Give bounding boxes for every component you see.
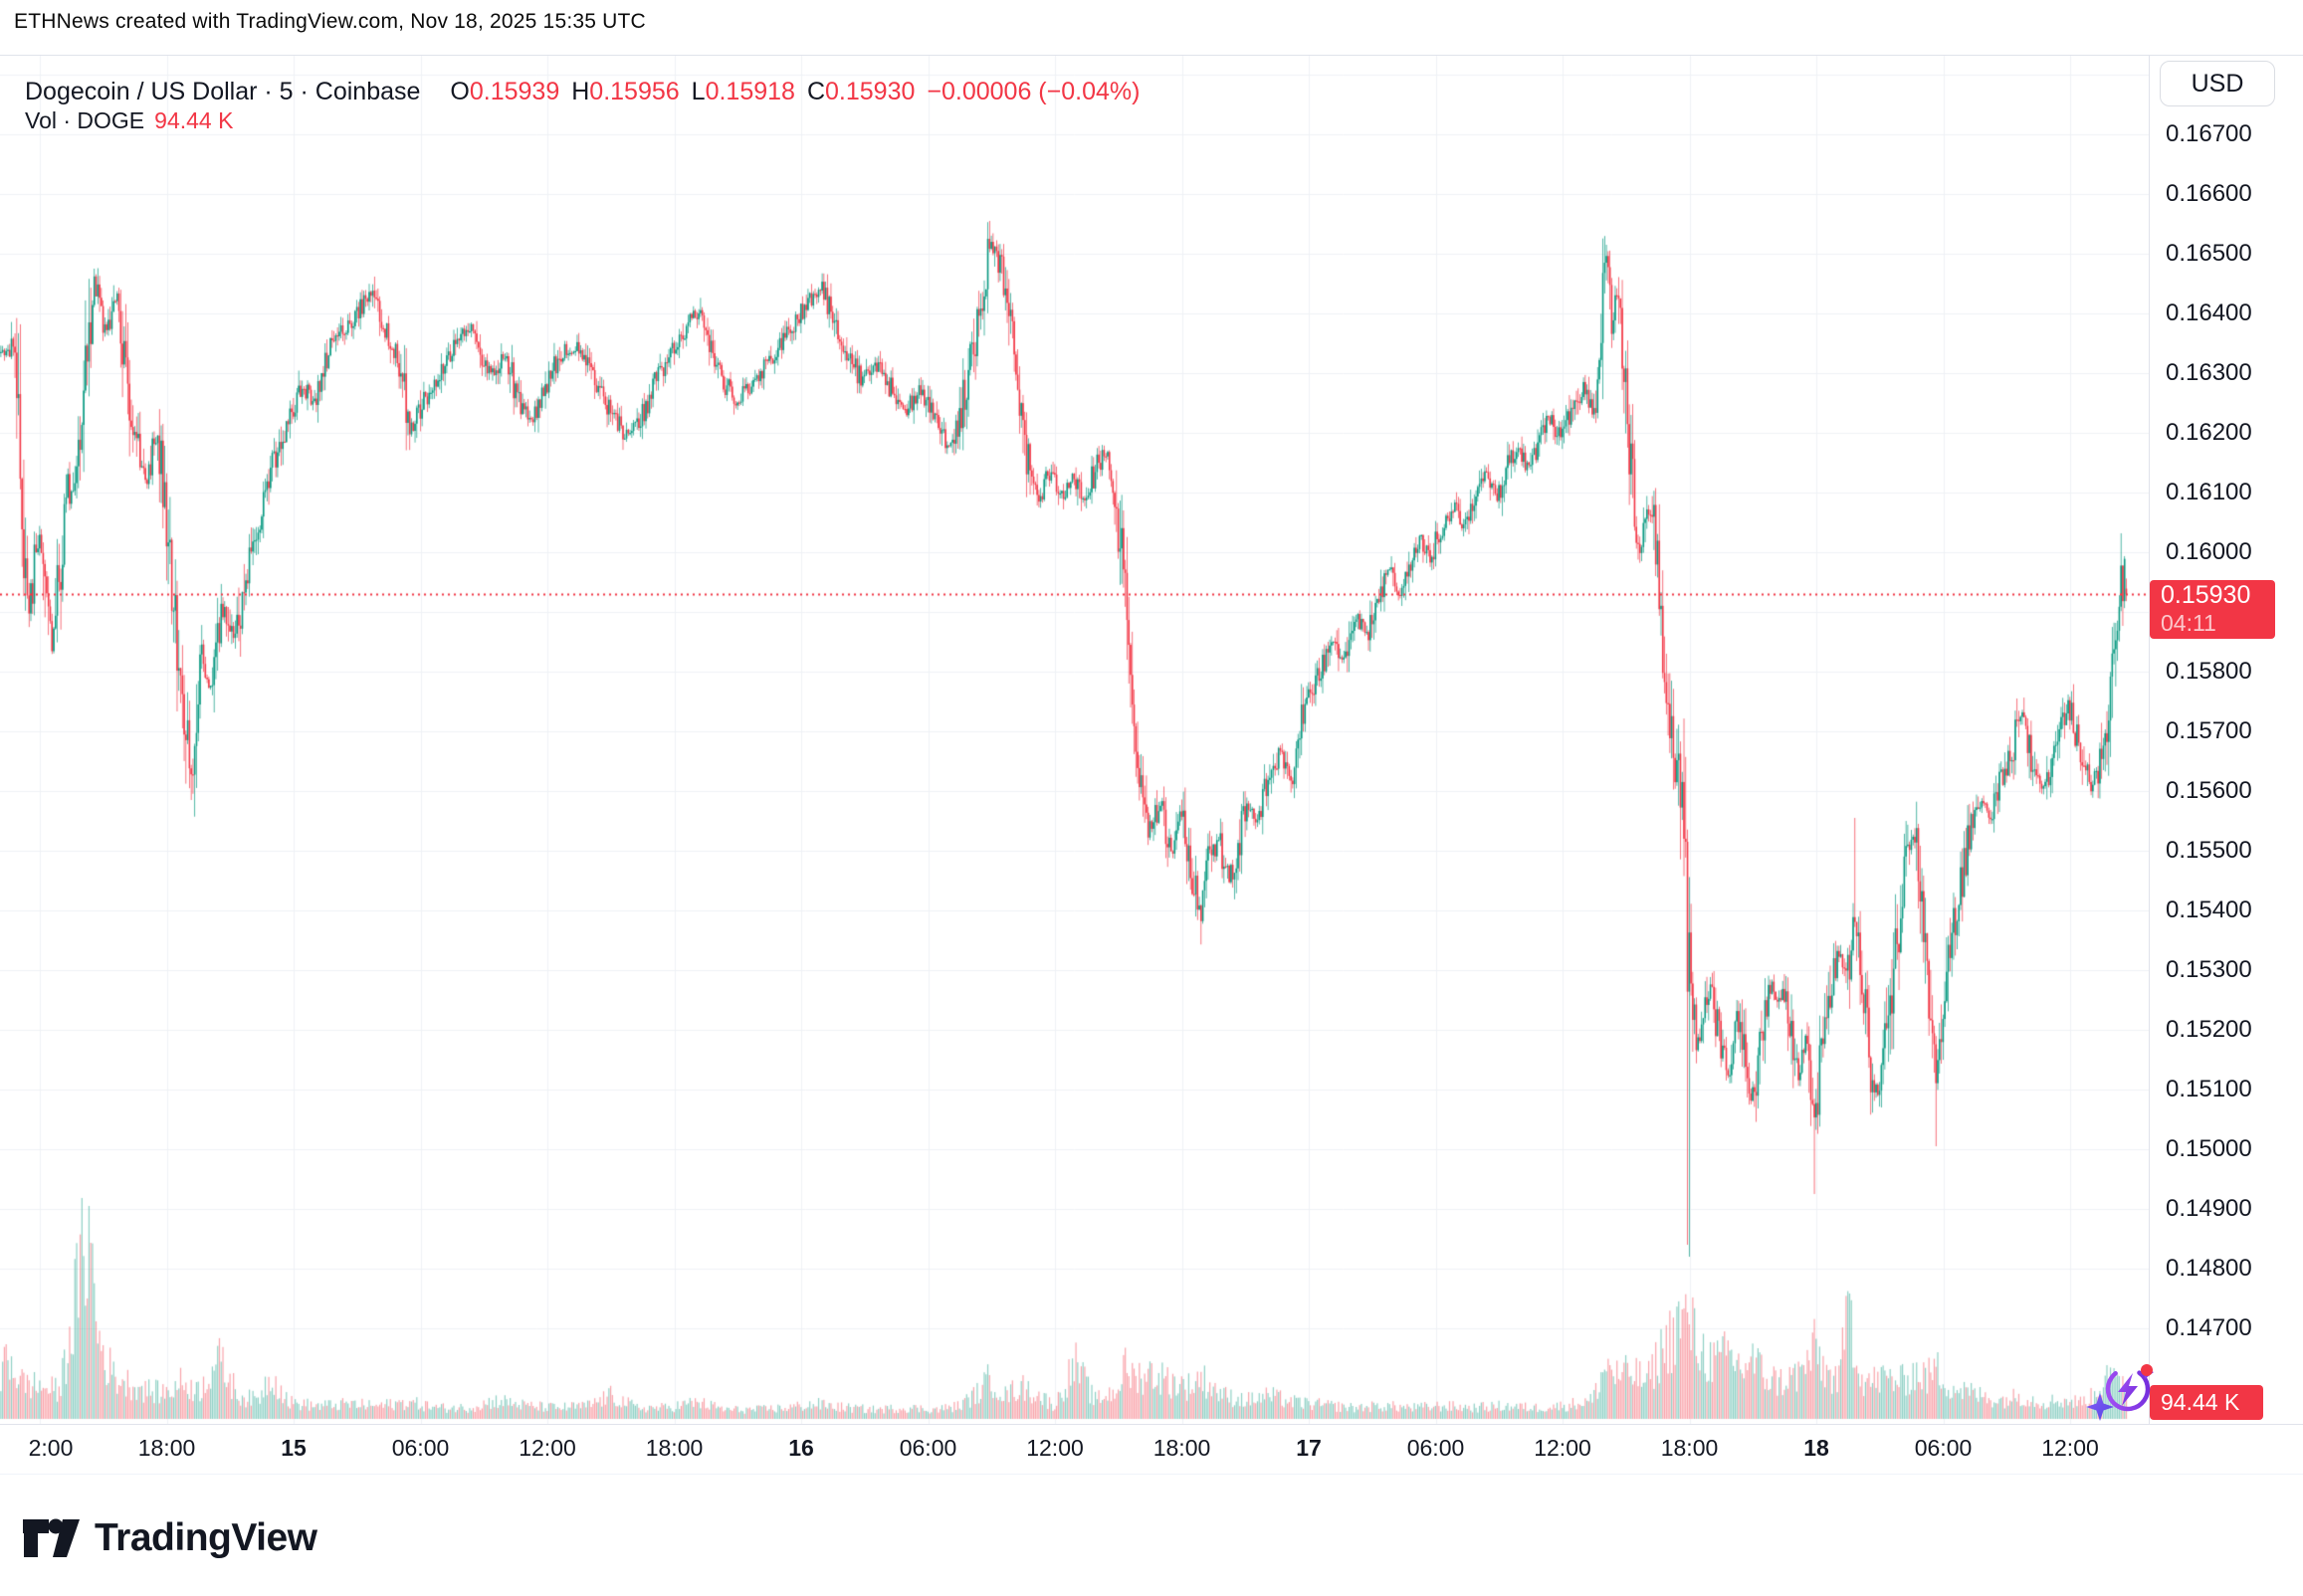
- price-axis-label: 0.15200: [2166, 1016, 2252, 1043]
- price-axis-label: 0.16600: [2166, 180, 2252, 207]
- low-value: 0.15918: [705, 78, 795, 105]
- time-axis-label: 15: [281, 1435, 307, 1461]
- price-axis-label: 0.16300: [2166, 359, 2252, 386]
- time-axis-label: 18:00: [137, 1435, 196, 1461]
- low-label: L: [691, 78, 706, 105]
- price-axis-label: 0.16000: [2166, 538, 2252, 565]
- supercharts-flash-icon[interactable]: [2086, 1359, 2160, 1429]
- price-axis-label: 0.16100: [2166, 479, 2252, 505]
- sparkle-icon: [2086, 1393, 2114, 1421]
- price-axis-label: 0.16500: [2166, 240, 2252, 267]
- time-axis-label: 2:00: [28, 1435, 74, 1461]
- time-axis-label: 18:00: [1152, 1435, 1211, 1461]
- time-axis-label: 12:00: [519, 1435, 576, 1461]
- attribution-text: ETHNews created with TradingView.com, No…: [14, 10, 646, 33]
- time-axis-label: 06:00: [899, 1435, 957, 1461]
- bar-countdown: 04:11: [2161, 610, 2216, 636]
- time-axis-label: 16: [788, 1435, 814, 1461]
- volume-value: 94.44 K: [154, 107, 234, 133]
- currency-toggle-button[interactable]: USD: [2160, 61, 2275, 106]
- price-axis-label: 0.14800: [2166, 1255, 2252, 1282]
- price-axis-label: 0.15400: [2166, 897, 2252, 923]
- high-label: H: [571, 78, 590, 105]
- price-axis-label: 0.15700: [2166, 717, 2252, 744]
- time-axis-label: 06:00: [391, 1435, 450, 1461]
- price-axis-label: 0.16200: [2166, 419, 2252, 446]
- time-axis-label: 18: [1803, 1435, 1829, 1461]
- price-axis-label: 0.15300: [2166, 956, 2252, 983]
- symbol-title[interactable]: Dogecoin / US Dollar · 5 · Coinbase: [25, 78, 421, 105]
- price-axis-label: 0.15000: [2166, 1135, 2252, 1162]
- high-value: 0.15956: [589, 78, 680, 105]
- volume-row: Vol · DOGE 94.44 K: [25, 107, 233, 134]
- price-axis-label: 0.16400: [2166, 299, 2252, 326]
- time-axis-label: 18:00: [1660, 1435, 1719, 1461]
- change-value: −0.00006 (−0.04%): [927, 78, 1141, 105]
- candlestick-chart-canvas[interactable]: [0, 55, 2149, 1424]
- price-axis-label: 0.15100: [2166, 1076, 2252, 1102]
- price-axis-label: 0.14700: [2166, 1314, 2252, 1341]
- price-axis-label: 0.15600: [2166, 777, 2252, 804]
- price-axis-label: 0.15500: [2166, 837, 2252, 864]
- time-axis-label: 18:00: [645, 1435, 704, 1461]
- time-axis-label: 12:00: [1534, 1435, 1591, 1461]
- current-price-value: 0.15930: [2161, 581, 2251, 609]
- volume-label: Vol · DOGE: [25, 107, 145, 133]
- chart-top-border: [0, 55, 2303, 56]
- close-value: 0.15930: [825, 78, 916, 105]
- price-axis-border: [2149, 55, 2150, 1424]
- open-label: O: [450, 78, 470, 105]
- price-axis-label: 0.14900: [2166, 1195, 2252, 1222]
- time-axis-label: 17: [1296, 1435, 1322, 1461]
- price-axis-label: 0.15800: [2166, 658, 2252, 685]
- time-axis-label: 12:00: [2041, 1435, 2099, 1461]
- tradingview-mark-icon: [23, 1518, 80, 1557]
- close-label: C: [806, 78, 826, 105]
- open-value: 0.15939: [469, 78, 560, 105]
- time-axis-label: 06:00: [1406, 1435, 1465, 1461]
- price-axis-label: 0.16700: [2166, 120, 2252, 147]
- time-axis-label: 06:00: [1914, 1435, 1973, 1461]
- current-price-badge: 0.15930 04:11: [2150, 580, 2275, 639]
- tradingview-wordmark: TradingView: [95, 1516, 317, 1559]
- notification-dot: [2141, 1364, 2153, 1376]
- symbol-header: Dogecoin / US Dollar · 5 · Coinbase O0.15…: [25, 78, 1140, 106]
- widget-bottom-border: [0, 1474, 2303, 1475]
- time-axis-label: 12:00: [1026, 1435, 1084, 1461]
- time-axis-border: [0, 1424, 2303, 1425]
- lightning-bolt-icon: [2118, 1373, 2138, 1406]
- tradingview-logo[interactable]: TradingView: [23, 1516, 317, 1560]
- volume-axis-badge: 94.44 K: [2150, 1385, 2263, 1420]
